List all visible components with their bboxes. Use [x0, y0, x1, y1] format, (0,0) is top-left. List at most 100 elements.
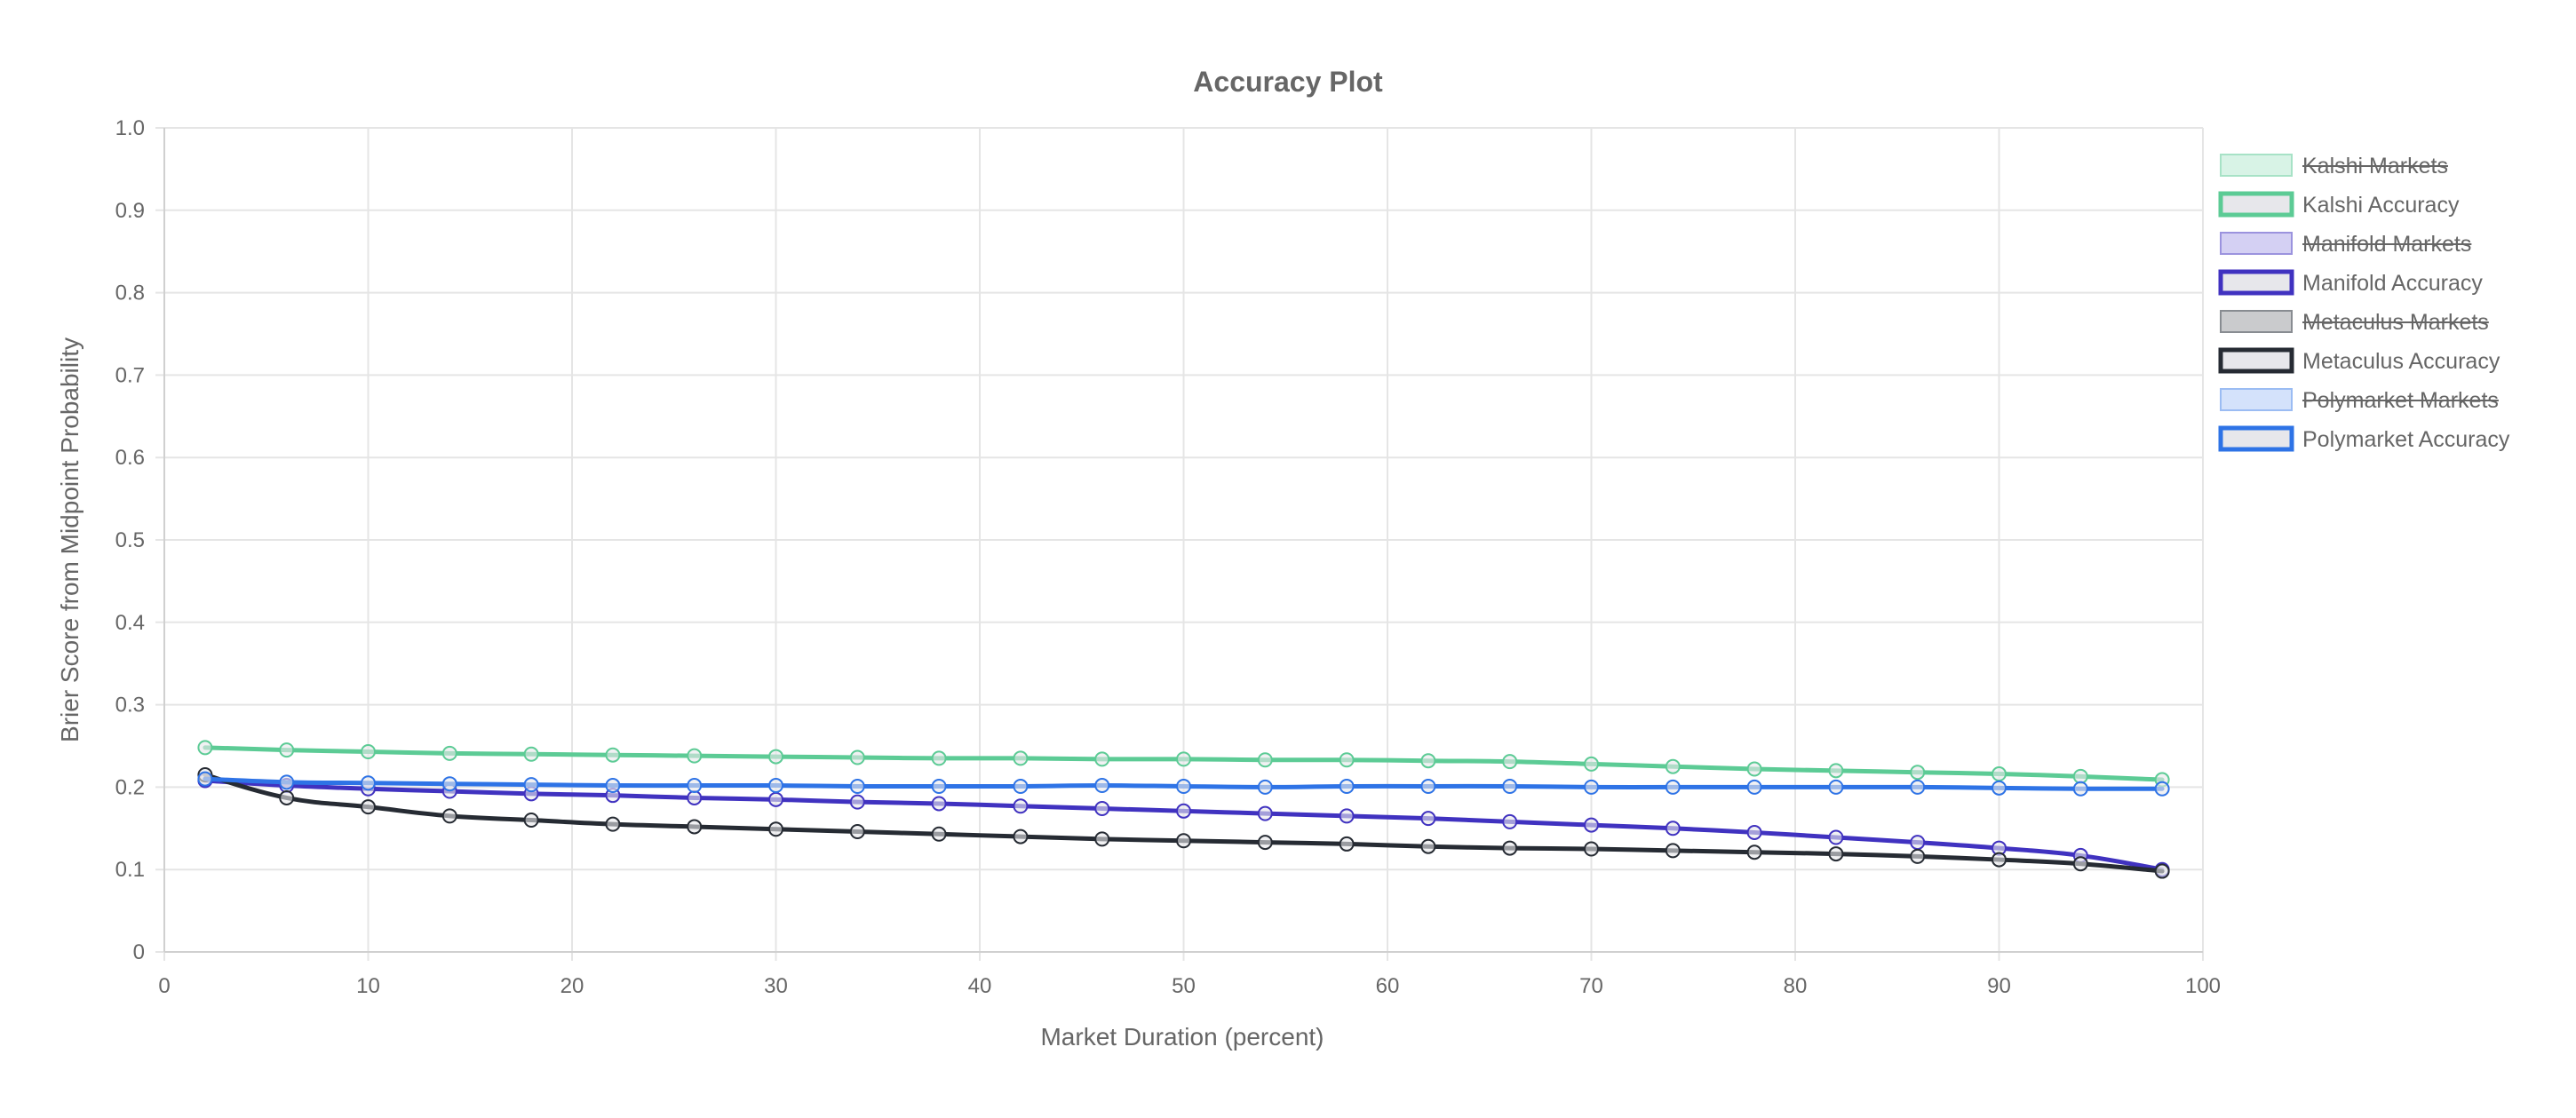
data-point[interactable] — [849, 749, 865, 765]
data-point[interactable] — [1746, 761, 1762, 777]
legend-swatch[interactable] — [2220, 388, 2293, 411]
data-point[interactable] — [1176, 778, 1191, 794]
data-point[interactable] — [1013, 829, 1029, 844]
data-point[interactable] — [1257, 752, 1273, 768]
data-point[interactable] — [1502, 778, 1518, 794]
data-point[interactable] — [279, 789, 295, 805]
data-point[interactable] — [1502, 813, 1518, 829]
data-point[interactable] — [197, 740, 213, 756]
data-point[interactable] — [1992, 766, 2007, 782]
data-point[interactable] — [931, 826, 947, 842]
data-point[interactable] — [1257, 835, 1273, 851]
legend-item[interactable]: Manifold Markets — [2220, 232, 2472, 257]
legend-swatch[interactable] — [2220, 154, 2293, 177]
legend-swatch[interactable] — [2220, 310, 2293, 333]
data-point[interactable] — [441, 776, 457, 792]
legend-label[interactable]: Metaculus Accuracy — [2302, 349, 2500, 374]
data-point[interactable] — [361, 799, 376, 815]
data-point[interactable] — [1094, 751, 1110, 767]
data-point[interactable] — [849, 824, 865, 840]
legend-swatch[interactable] — [2218, 269, 2294, 296]
data-point[interactable] — [1094, 778, 1110, 794]
data-point[interactable] — [1828, 846, 1844, 862]
data-point[interactable] — [605, 747, 621, 763]
data-point[interactable] — [1420, 838, 1436, 854]
data-point[interactable] — [768, 749, 783, 765]
data-point[interactable] — [1339, 778, 1355, 794]
legend-swatch[interactable] — [2218, 347, 2294, 374]
data-point[interactable] — [2154, 863, 2170, 879]
legend-item[interactable]: Kalshi Accuracy — [2218, 191, 2460, 218]
data-point[interactable] — [687, 778, 703, 794]
data-point[interactable] — [1257, 779, 1273, 795]
data-point[interactable] — [1094, 801, 1110, 817]
data-point[interactable] — [1013, 798, 1029, 814]
data-point[interactable] — [1339, 808, 1355, 824]
data-point[interactable] — [931, 750, 947, 766]
data-point[interactable] — [2072, 768, 2088, 784]
data-point[interactable] — [1420, 753, 1436, 769]
legend-label[interactable]: Polymarket Accuracy — [2302, 427, 2510, 452]
data-point[interactable] — [768, 821, 783, 837]
data-point[interactable] — [523, 813, 539, 829]
data-point[interactable] — [1746, 779, 1762, 795]
data-point[interactable] — [768, 791, 783, 807]
legend-swatch[interactable] — [2218, 191, 2294, 218]
data-point[interactable] — [1257, 805, 1273, 821]
legend-swatch[interactable] — [2218, 425, 2294, 452]
data-point[interactable] — [1910, 835, 1926, 851]
data-point[interactable] — [1420, 811, 1436, 827]
data-point[interactable] — [523, 777, 539, 793]
data-point[interactable] — [1828, 779, 1844, 795]
data-point[interactable] — [2072, 781, 2088, 797]
data-point[interactable] — [2154, 781, 2170, 797]
legend-label[interactable]: Manifold Accuracy — [2302, 271, 2483, 296]
data-point[interactable] — [1420, 778, 1436, 794]
data-point[interactable] — [605, 778, 621, 794]
data-point[interactable] — [1992, 780, 2007, 796]
legend-item[interactable]: Kalshi Markets — [2220, 154, 2448, 178]
data-point[interactable] — [687, 819, 703, 835]
data-point[interactable] — [1910, 779, 1926, 795]
data-point[interactable] — [1828, 763, 1844, 779]
data-point[interactable] — [1013, 750, 1029, 766]
legend-item[interactable]: Manifold Accuracy — [2218, 269, 2483, 296]
data-point[interactable] — [1746, 824, 1762, 840]
data-point[interactable] — [361, 743, 376, 759]
data-point[interactable] — [1910, 848, 1926, 864]
data-point[interactable] — [1013, 778, 1029, 794]
data-point[interactable] — [1665, 821, 1681, 837]
legend-item[interactable]: Metaculus Markets — [2220, 310, 2489, 335]
data-point[interactable] — [1828, 829, 1844, 845]
data-point[interactable] — [441, 745, 457, 761]
data-point[interactable] — [1339, 836, 1355, 852]
data-point[interactable] — [523, 746, 539, 762]
data-point[interactable] — [1176, 833, 1191, 849]
data-point[interactable] — [1502, 754, 1518, 770]
data-point[interactable] — [1502, 840, 1518, 856]
data-point[interactable] — [1584, 779, 1599, 795]
data-point[interactable] — [1910, 765, 1926, 781]
legend-swatch[interactable] — [2220, 232, 2293, 255]
data-point[interactable] — [1094, 831, 1110, 847]
legend-item[interactable]: Metaculus Accuracy — [2218, 347, 2500, 374]
data-point[interactable] — [1746, 844, 1762, 860]
data-point[interactable] — [768, 778, 783, 794]
data-point[interactable] — [1665, 779, 1681, 795]
data-point[interactable] — [1665, 758, 1681, 774]
legend-label[interactable]: Kalshi Accuracy — [2302, 193, 2460, 218]
data-point[interactable] — [687, 748, 703, 764]
data-point[interactable] — [931, 796, 947, 812]
data-point[interactable] — [1992, 852, 2007, 868]
legend-item[interactable]: Polymarket Accuracy — [2218, 425, 2510, 452]
data-point[interactable] — [1584, 756, 1599, 772]
data-point[interactable] — [849, 778, 865, 794]
data-point[interactable] — [1584, 841, 1599, 857]
data-point[interactable] — [279, 774, 295, 790]
data-point[interactable] — [2072, 856, 2088, 872]
data-point[interactable] — [1665, 843, 1681, 859]
data-point[interactable] — [1584, 817, 1599, 833]
data-point[interactable] — [279, 742, 295, 758]
data-point[interactable] — [1176, 803, 1191, 819]
data-point[interactable] — [197, 771, 213, 787]
